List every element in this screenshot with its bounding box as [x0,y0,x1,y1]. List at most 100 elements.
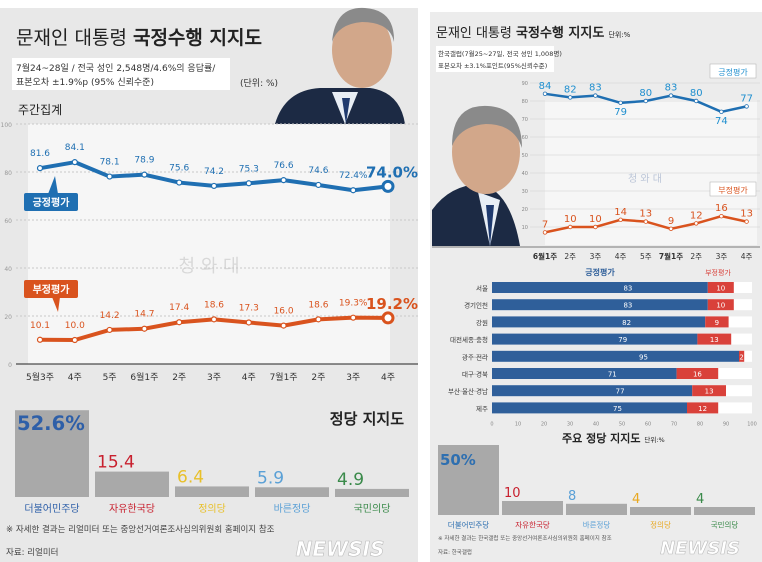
data-point [141,325,148,332]
right-plot-area [545,100,757,245]
data-label: 7 [542,219,548,230]
region-label: 강원 [476,318,488,327]
bar-positive [492,402,687,414]
data-label: 13 [740,209,753,220]
data-point [618,217,623,222]
data-point [643,219,648,224]
data-point [350,314,357,321]
data-point [245,180,252,187]
bar-value-negative: 10 [716,285,725,293]
party-value: 5.9 [257,468,284,488]
data-label: 10.0 [65,321,85,331]
newsis-logo-left: NEWSIS [296,537,385,561]
party-name: 자유한국당 [109,503,155,515]
party-name: 국민의당 [711,520,739,530]
data-label: 81.6 [30,149,50,159]
right-footnote: ※ 자세한 결과는 한국갤럽 또는 중앙선거여론조사심의위원회 홈페이지 참조 [438,534,612,542]
y-tick-label: 70 [522,117,528,123]
party-bar [15,410,89,497]
data-point [643,98,648,104]
y-tick-label: 90 [522,81,528,87]
x-tick-label: 70 [671,422,677,428]
right-positive-tag [709,63,757,79]
data-point [668,226,674,231]
bar-positive [492,333,698,345]
x-tick-label: 6월1주 [130,371,158,383]
party-name: 바른정당 [274,503,311,515]
bar-negative [707,282,734,293]
data-label: 74 [715,116,728,127]
party-bar [630,507,691,515]
data-point [542,91,548,96]
left-plot-area [28,124,390,364]
data-point [210,316,218,323]
right-title: 문재인 대통령 국정수행 지지도 단위:% [436,25,631,41]
left-watermark: 청 와 대 [178,256,239,277]
bar-negative [707,299,734,311]
party-bar [95,471,169,497]
x-tick-label: 4주 [741,252,753,261]
party-bar [694,507,755,515]
x-tick-label: 2주 [172,372,186,383]
data-label: 10 [564,214,577,225]
party-bar [438,445,499,515]
data-label: 17.4 [169,303,189,313]
data-label: 80 [690,88,703,99]
data-point [36,165,44,172]
data-label: 10.1 [30,321,50,331]
party-value: 4 [696,492,704,507]
right-negative-label: 부정평가 [718,185,748,195]
y-tick-label: 10 [522,225,528,231]
data-point [106,173,113,180]
bar-negative [692,385,726,397]
right-survey-box [436,46,554,72]
data-label: 14.2 [100,311,120,321]
data-label: 84.1 [65,143,85,153]
data-label: 84 [539,81,552,92]
data-label: 83 [589,83,602,94]
bar-value-negative: 16 [693,371,702,379]
region-label: 서울 [476,284,488,293]
data-label: 79 [614,107,627,118]
negative-callout-pointer [52,297,60,312]
x-tick-label: 2주 [564,252,576,261]
data-label: 14.7 [134,310,154,320]
y-tick-label: 60 [4,218,12,225]
data-point [176,319,183,326]
party-name: 국민의당 [354,503,391,515]
x-tick-label: 6월1주 [533,251,557,261]
bar-value-negative: 13 [710,336,719,344]
x-tick-label: 4주 [242,372,256,383]
bar-value-positive: 83 [623,285,632,293]
data-label: 72.4% [339,171,368,181]
party-value: 4.9 [337,470,364,490]
party-value: 4 [632,492,640,507]
y-tick-label: 0 [8,362,12,369]
y-tick-label: 40 [4,266,12,273]
x-tick-label: 90 [723,422,729,428]
data-label: 17.3 [239,303,259,313]
bar-positive [492,282,708,293]
x-tick-label: 80 [697,422,703,428]
data-point [568,95,573,100]
left-party-title: 정당 지지도 [330,410,404,428]
right-party-title: 주요 정당 지지도 단위:% [562,431,665,445]
x-tick-label: 3주 [590,252,602,261]
data-point [744,219,749,224]
bar-value-positive: 82 [622,319,631,327]
left-source: 자료: 리얼미터 [6,547,59,558]
party-bar [502,501,563,515]
data-label: 16 [715,203,728,214]
negative-legend-label: 부정평가 [33,283,71,296]
bar-positive [492,316,706,328]
data-point [315,316,322,323]
data-label: 13 [639,209,652,220]
bar-value-negative: 13 [705,388,714,396]
data-point [568,224,573,230]
bar-positive [492,299,708,311]
data-label: 78.1 [100,158,120,168]
data-point [350,187,357,194]
y-tick-label: 80 [522,99,528,105]
party-value: 50% [440,451,476,469]
data-point [381,179,395,193]
